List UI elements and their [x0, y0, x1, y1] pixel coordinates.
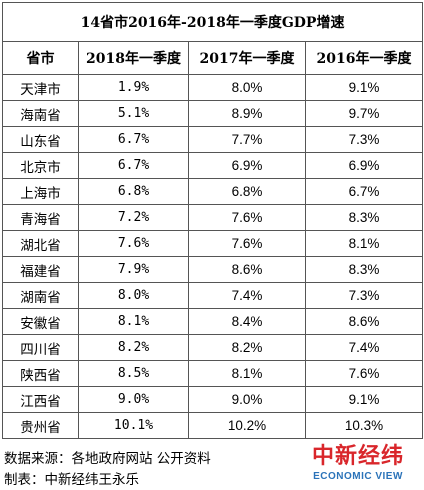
footer: 数据来源：各地政府网站 公开资料 制表：中新经纬王永乐 中新经纬 ECONOMI…: [2, 444, 422, 488]
header-row: 省市 2018年一季度 2017年一季度 2016年一季度: [2, 41, 424, 75]
value-2018q1: 6.7%: [78, 126, 189, 153]
province-cell: 四川省: [2, 334, 79, 361]
value-2016q1: 6.7%: [304, 178, 424, 205]
table-row: 福建省 7.9% 8.6% 8.3%: [2, 256, 424, 283]
value-2016q1: 7.3%: [304, 282, 424, 309]
value-2018q1: 7.9%: [78, 256, 189, 283]
province-cell: 天津市: [2, 74, 79, 101]
logo-english-text: ECONOMIC VIEW: [313, 471, 403, 482]
value-2017q1: 9.0%: [188, 386, 306, 413]
table-maker-note: 制表：中新经纬王永乐: [4, 472, 139, 488]
value-2016q1: 9.1%: [304, 74, 424, 101]
value-2016q1: 8.1%: [304, 230, 424, 257]
header-2018q1: 2018年一季度: [78, 41, 189, 75]
value-2018q1: 7.6%: [78, 230, 189, 257]
value-2018q1: 10.1%: [78, 412, 189, 439]
value-2017q1: 7.7%: [188, 126, 306, 153]
value-2017q1: 8.9%: [188, 100, 306, 127]
table-row: 上海市 6.8% 6.8% 6.7%: [2, 178, 424, 205]
table-row: 贵州省 10.1% 10.2% 10.3%: [2, 412, 424, 439]
table-title: 14省市2016年-2018年一季度GDP增速: [1, 2, 424, 42]
value-2017q1: 8.6%: [188, 256, 306, 283]
value-2018q1: 6.7%: [78, 152, 189, 179]
table-row: 湖南省 8.0% 7.4% 7.3%: [2, 282, 424, 309]
value-2016q1: 8.3%: [304, 256, 424, 283]
province-cell: 山东省: [2, 126, 79, 153]
province-cell: 湖北省: [2, 230, 79, 257]
value-2018q1: 8.2%: [78, 334, 189, 361]
header-province: 省市: [2, 41, 79, 75]
value-2016q1: 9.7%: [304, 100, 424, 127]
logo-chinese-text: 中新经纬: [311, 444, 404, 469]
table-row: 安徽省 8.1% 8.4% 8.6%: [2, 308, 424, 335]
value-2016q1: 7.4%: [304, 334, 424, 361]
table-row: 四川省 8.2% 8.2% 7.4%: [2, 334, 424, 361]
value-2017q1: 7.4%: [188, 282, 306, 309]
data-source-note: 数据来源：各地政府网站 公开资料: [4, 451, 211, 467]
province-cell: 上海市: [2, 178, 79, 205]
value-2018q1: 9.0%: [78, 386, 189, 413]
gdp-growth-table: 14省市2016年-2018年一季度GDP增速 省市 2018年一季度 2017…: [1, 2, 424, 439]
value-2016q1: 7.3%: [304, 126, 424, 153]
value-2016q1: 8.6%: [304, 308, 424, 335]
province-cell: 安徽省: [2, 308, 79, 335]
value-2016q1: 7.6%: [304, 360, 424, 387]
value-2017q1: 8.1%: [188, 360, 306, 387]
value-2017q1: 7.6%: [188, 230, 306, 257]
value-2018q1: 8.0%: [78, 282, 189, 309]
value-2018q1: 1.9%: [78, 74, 189, 101]
table-row: 江西省 9.0% 9.0% 9.1%: [2, 386, 424, 413]
table-row: 青海省 7.2% 7.6% 8.3%: [2, 204, 424, 231]
table-row: 湖北省 7.6% 7.6% 8.1%: [2, 230, 424, 257]
province-cell: 陕西省: [2, 360, 79, 387]
value-2017q1: 8.2%: [188, 334, 306, 361]
value-2018q1: 7.2%: [78, 204, 189, 231]
province-cell: 海南省: [2, 100, 79, 127]
value-2016q1: 6.9%: [304, 152, 424, 179]
table-row: 海南省 5.1% 8.9% 9.7%: [2, 100, 424, 127]
value-2017q1: 10.2%: [188, 412, 306, 439]
value-2017q1: 8.0%: [188, 74, 306, 101]
value-2017q1: 6.8%: [188, 178, 306, 205]
value-2017q1: 6.9%: [188, 152, 306, 179]
header-2017q1: 2017年一季度: [188, 41, 306, 75]
value-2018q1: 8.5%: [78, 360, 189, 387]
header-2016q1: 2016年一季度: [304, 41, 424, 75]
province-cell: 江西省: [2, 386, 79, 413]
table-row: 陕西省 8.5% 8.1% 7.6%: [2, 360, 424, 387]
value-2016q1: 9.1%: [304, 386, 424, 413]
province-cell: 湖南省: [2, 282, 79, 309]
value-2018q1: 6.8%: [78, 178, 189, 205]
province-cell: 北京市: [2, 152, 79, 179]
value-2017q1: 8.4%: [188, 308, 306, 335]
value-2017q1: 7.6%: [188, 204, 306, 231]
value-2018q1: 5.1%: [78, 100, 189, 127]
economic-view-logo: 中新经纬 ECONOMIC VIEW: [302, 444, 414, 488]
value-2016q1: 10.3%: [304, 412, 424, 439]
province-cell: 福建省: [2, 256, 79, 283]
table-row: 天津市 1.9% 8.0% 9.1%: [2, 74, 424, 101]
province-cell: 贵州省: [2, 412, 79, 439]
value-2016q1: 8.3%: [304, 204, 424, 231]
table-row: 北京市 6.7% 6.9% 6.9%: [2, 152, 424, 179]
province-cell: 青海省: [2, 204, 79, 231]
value-2018q1: 8.1%: [78, 308, 189, 335]
table-row: 山东省 6.7% 7.7% 7.3%: [2, 126, 424, 153]
